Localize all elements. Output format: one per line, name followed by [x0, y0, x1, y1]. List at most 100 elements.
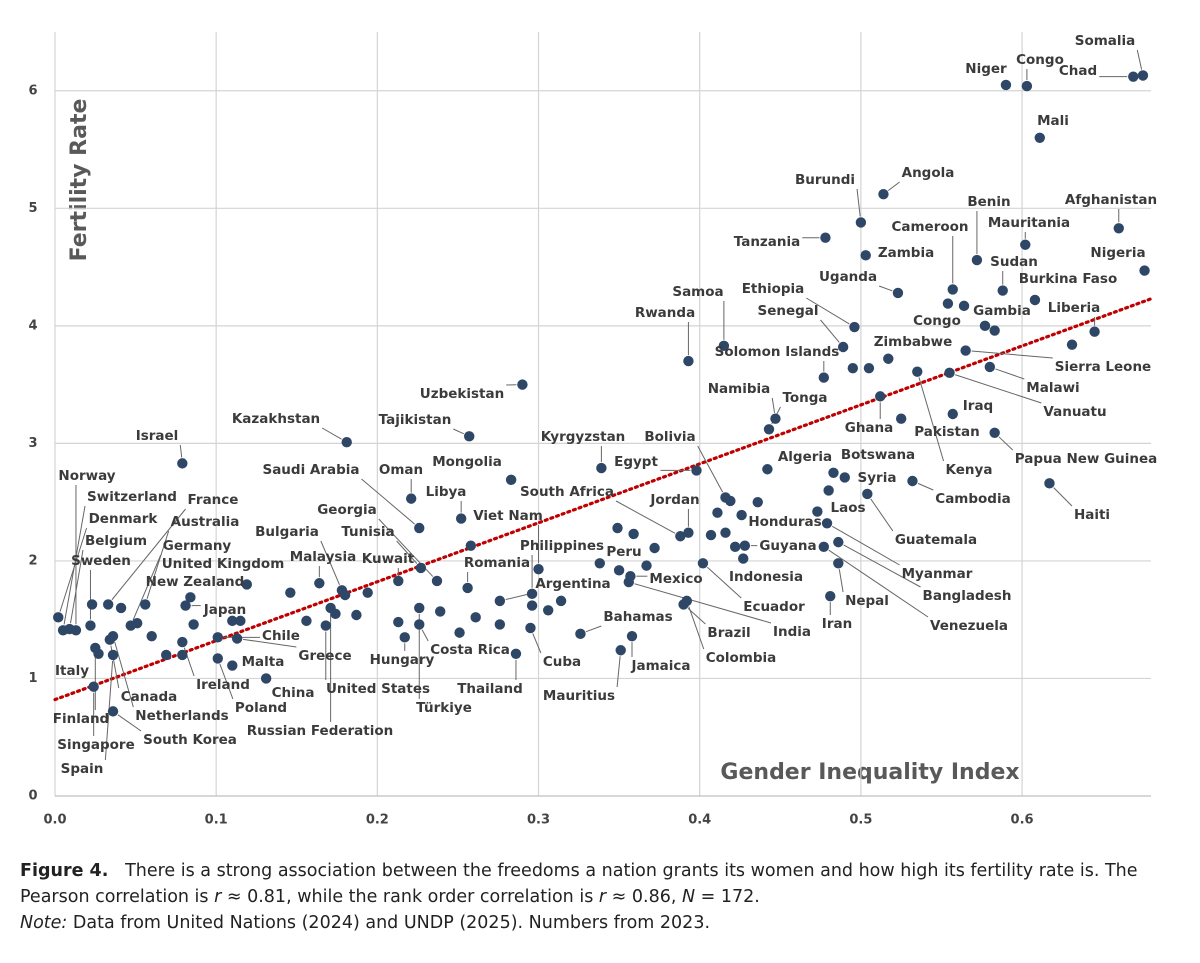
- point-label: Jordan: [649, 492, 699, 508]
- data-point: [64, 623, 75, 635]
- data-point: [878, 189, 889, 200]
- point-label: Afghanistan: [1065, 192, 1157, 208]
- point-label: Senegal: [757, 303, 818, 319]
- data-point: [102, 599, 114, 610]
- leader-line: [453, 428, 464, 435]
- data-point: [1044, 478, 1055, 489]
- x-tick-label: 0.0: [43, 813, 66, 828]
- data-point: [625, 571, 636, 582]
- point-label: Kyrgyzstan: [541, 429, 626, 445]
- data-point: [862, 488, 873, 500]
- data-point: [330, 608, 341, 620]
- point-label: Finland: [53, 711, 109, 727]
- point-label: Uzbekistan: [420, 386, 504, 402]
- point-label: Bahamas: [603, 609, 672, 625]
- data-point: [104, 634, 116, 645]
- data-point: [837, 341, 849, 353]
- point-label: Greece: [298, 648, 351, 664]
- point-label: Mauritius: [543, 688, 615, 704]
- leader-line: [321, 427, 342, 440]
- data-point: [895, 413, 907, 424]
- point-label: Germany: [163, 538, 232, 554]
- data-point: [1066, 339, 1078, 350]
- point-label: Iraq: [963, 398, 993, 414]
- y-tick-label: 2: [28, 553, 37, 568]
- point-label: Papua New Guinea: [1015, 451, 1158, 467]
- point-label: Thailand: [457, 681, 523, 697]
- data-point: [947, 284, 958, 295]
- data-point: [705, 529, 717, 541]
- data-point: [88, 681, 99, 692]
- data-point: [107, 649, 119, 661]
- data-point: [177, 458, 188, 469]
- point-label: Cambodia: [935, 491, 1010, 507]
- x-tick-label: 0.2: [366, 813, 389, 828]
- point-label: Samoa: [672, 284, 723, 300]
- point-label: Italy: [55, 663, 89, 679]
- leader-line: [616, 656, 621, 688]
- point-label: Chad: [1059, 63, 1097, 79]
- data-point: [763, 424, 775, 435]
- point-label: Russian Federation: [247, 723, 394, 739]
- point-label: Canada: [121, 689, 178, 705]
- point-label: Hungary: [370, 652, 435, 668]
- leader-line: [971, 350, 1053, 359]
- data-point: [875, 391, 886, 402]
- data-point: [729, 541, 741, 553]
- data-point: [892, 287, 904, 299]
- data-point: [823, 485, 834, 496]
- point-label: South Korea: [143, 732, 237, 748]
- points: [53, 70, 1150, 717]
- data-point: [738, 553, 749, 564]
- point-label: Solomon Islands: [715, 344, 840, 360]
- caption-segment: r: [214, 887, 222, 907]
- point-label: South Africa: [520, 484, 614, 500]
- leader-line: [828, 549, 929, 618]
- note-label: Note:: [20, 913, 68, 933]
- data-point: [997, 285, 1008, 296]
- point-label: Ghana: [845, 420, 894, 436]
- point-label: Burundi: [795, 172, 855, 188]
- data-point: [543, 605, 554, 616]
- data-point: [681, 595, 693, 607]
- data-point: [301, 615, 312, 627]
- data-point: [675, 531, 686, 542]
- data-point: [146, 630, 157, 642]
- point-label: Bulgaria: [255, 524, 319, 540]
- data-point: [231, 633, 243, 644]
- leader-line: [887, 181, 900, 191]
- y-tick-label: 6: [28, 83, 37, 98]
- leader-line: [532, 633, 542, 654]
- data-point: [555, 595, 567, 607]
- point-label: Myanmar: [902, 566, 973, 582]
- leader-line: [361, 478, 416, 525]
- point-label: Haiti: [1074, 507, 1110, 523]
- data-point: [912, 366, 923, 377]
- point-label: Bangladesh: [923, 588, 1012, 604]
- caption-segment: ≈ 0.81, while the rank order correlation…: [221, 887, 599, 907]
- data-point: [615, 645, 626, 656]
- y-tick-label: 3: [28, 436, 37, 451]
- point-label: Zambia: [878, 245, 934, 261]
- data-point: [464, 431, 475, 442]
- point-label: Botswana: [841, 447, 915, 463]
- data-point: [180, 600, 191, 611]
- leader-line: [918, 377, 945, 462]
- data-point: [526, 588, 538, 600]
- data-point: [752, 496, 763, 508]
- point-label: Angola: [902, 165, 955, 181]
- data-point: [613, 565, 625, 576]
- data-point: [505, 474, 517, 486]
- data-point: [860, 250, 871, 261]
- point-label: Egypt: [614, 454, 658, 470]
- leader-line: [146, 530, 170, 599]
- point-label: Honduras: [748, 514, 821, 530]
- point-label: Cameroon: [891, 219, 968, 235]
- point-label: Sudan: [990, 254, 1038, 270]
- point-label: Bolivia: [644, 429, 695, 445]
- point-label: Congo: [913, 313, 961, 329]
- point-label: Gambia: [973, 303, 1031, 319]
- point-label: United Kingdom: [162, 556, 285, 572]
- leader-line: [697, 445, 724, 493]
- data-point: [855, 217, 867, 228]
